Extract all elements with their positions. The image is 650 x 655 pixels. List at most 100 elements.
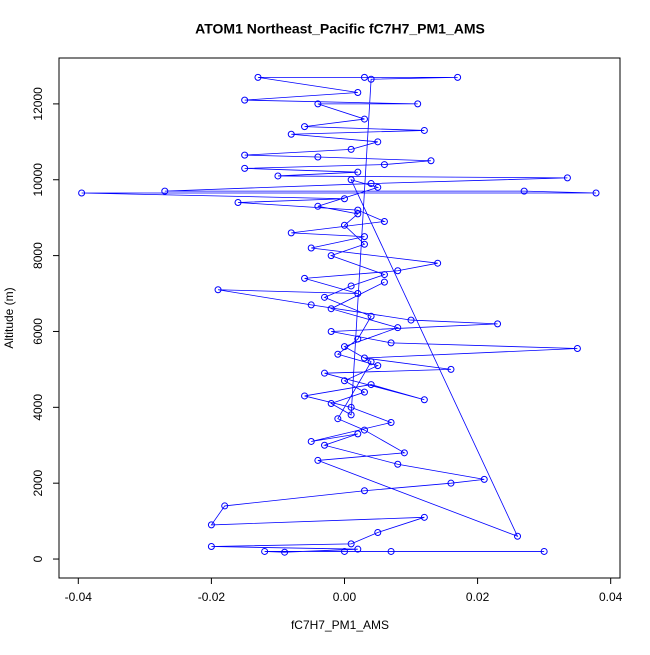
data-point: [321, 369, 329, 377]
data-point: [314, 153, 322, 161]
data-point: [354, 335, 362, 343]
data-point: [434, 259, 442, 267]
data-point: [454, 73, 462, 81]
y-tick-label: 6000: [31, 318, 45, 345]
data-point: [360, 388, 368, 396]
y-axis-label: Altitude (m): [2, 287, 16, 348]
data-point: [207, 543, 215, 551]
data-point: [254, 73, 262, 81]
data-point: [307, 301, 315, 309]
data-point: [367, 75, 375, 83]
data-point: [307, 437, 315, 445]
data-point: [314, 202, 322, 210]
data-point: [420, 126, 428, 134]
data-point: [161, 187, 169, 195]
chart-title: ATOM1 Northeast_Pacific fC7H7_PM1_AMS: [195, 21, 485, 37]
data-point: [354, 206, 362, 214]
data-point: [281, 548, 289, 556]
data-point: [347, 282, 355, 290]
data-point: [360, 426, 368, 434]
data-point: [367, 312, 375, 320]
data-point: [447, 479, 455, 487]
data-point: [514, 532, 522, 540]
data-point: [334, 415, 342, 423]
y-tick-label: 4000: [31, 394, 45, 421]
x-axis-label: fC7H7_PM1_AMS: [291, 618, 389, 632]
data-point: [427, 157, 435, 165]
data-point: [387, 339, 395, 347]
data-point: [354, 430, 362, 438]
data-point: [540, 547, 548, 555]
data-point: [394, 460, 402, 468]
x-tick-label: 0.04: [599, 590, 623, 604]
data-point: [314, 456, 322, 464]
plot-frame: [58, 57, 621, 579]
data-point: [573, 345, 581, 353]
data-point: [321, 293, 329, 301]
data-point: [327, 400, 335, 408]
data-point: [354, 89, 362, 97]
data-point: [214, 286, 222, 294]
data-point: [367, 358, 375, 366]
data-point: [380, 161, 388, 169]
data-point: [380, 278, 388, 286]
data-point: [380, 217, 388, 225]
data-point: [367, 381, 375, 389]
data-point: [414, 100, 422, 108]
data-line: [81, 76, 597, 553]
data-point: [347, 176, 355, 184]
data-point: [241, 151, 249, 159]
data-point: [360, 354, 368, 362]
data-point: [387, 418, 395, 426]
data-point: [447, 365, 455, 373]
data-point: [380, 271, 388, 279]
data-point: [592, 189, 600, 197]
data-point: [340, 195, 348, 203]
data-point: [394, 324, 402, 332]
data-point: [327, 252, 335, 260]
data-point: [347, 411, 355, 419]
data-point: [400, 449, 408, 457]
data-point: [241, 96, 249, 104]
data-point: [354, 168, 362, 176]
data-point: [387, 547, 395, 555]
data-point: [327, 327, 335, 335]
data-point: [420, 396, 428, 404]
data-point: [563, 174, 571, 182]
data-point: [207, 521, 215, 529]
data-point: [327, 305, 335, 313]
data-point: [301, 123, 309, 131]
data-point: [241, 164, 249, 172]
data-point: [321, 441, 329, 449]
data-point: [234, 199, 242, 207]
data-point: [334, 350, 342, 358]
data-point: [520, 187, 528, 195]
data-point: [287, 130, 295, 138]
data-point: [374, 528, 382, 536]
data-point: [314, 100, 322, 108]
data-point: [340, 377, 348, 385]
y-tick-label: 2000: [31, 470, 45, 497]
data-point: [360, 487, 368, 495]
x-tick-label: -0.04: [65, 590, 93, 604]
data-point: [301, 392, 309, 400]
data-point: [221, 502, 229, 510]
data-point: [360, 115, 368, 123]
data-point: [354, 290, 362, 298]
data-point: [367, 180, 375, 188]
data-point: [374, 362, 382, 370]
y-tick-label: 12000: [31, 87, 45, 121]
data-point: [78, 189, 86, 197]
data-point: [287, 229, 295, 237]
x-tick-label: 0.00: [333, 590, 357, 604]
data-point: [407, 316, 415, 324]
y-tick-label: 10000: [31, 163, 45, 197]
data-point: [374, 183, 382, 191]
data-point: [494, 320, 502, 328]
x-tick-label: -0.02: [198, 590, 226, 604]
y-tick-label: 8000: [31, 242, 45, 269]
data-point: [394, 267, 402, 275]
data-point: [374, 138, 382, 146]
data-point: [360, 233, 368, 241]
data-point: [360, 73, 368, 81]
